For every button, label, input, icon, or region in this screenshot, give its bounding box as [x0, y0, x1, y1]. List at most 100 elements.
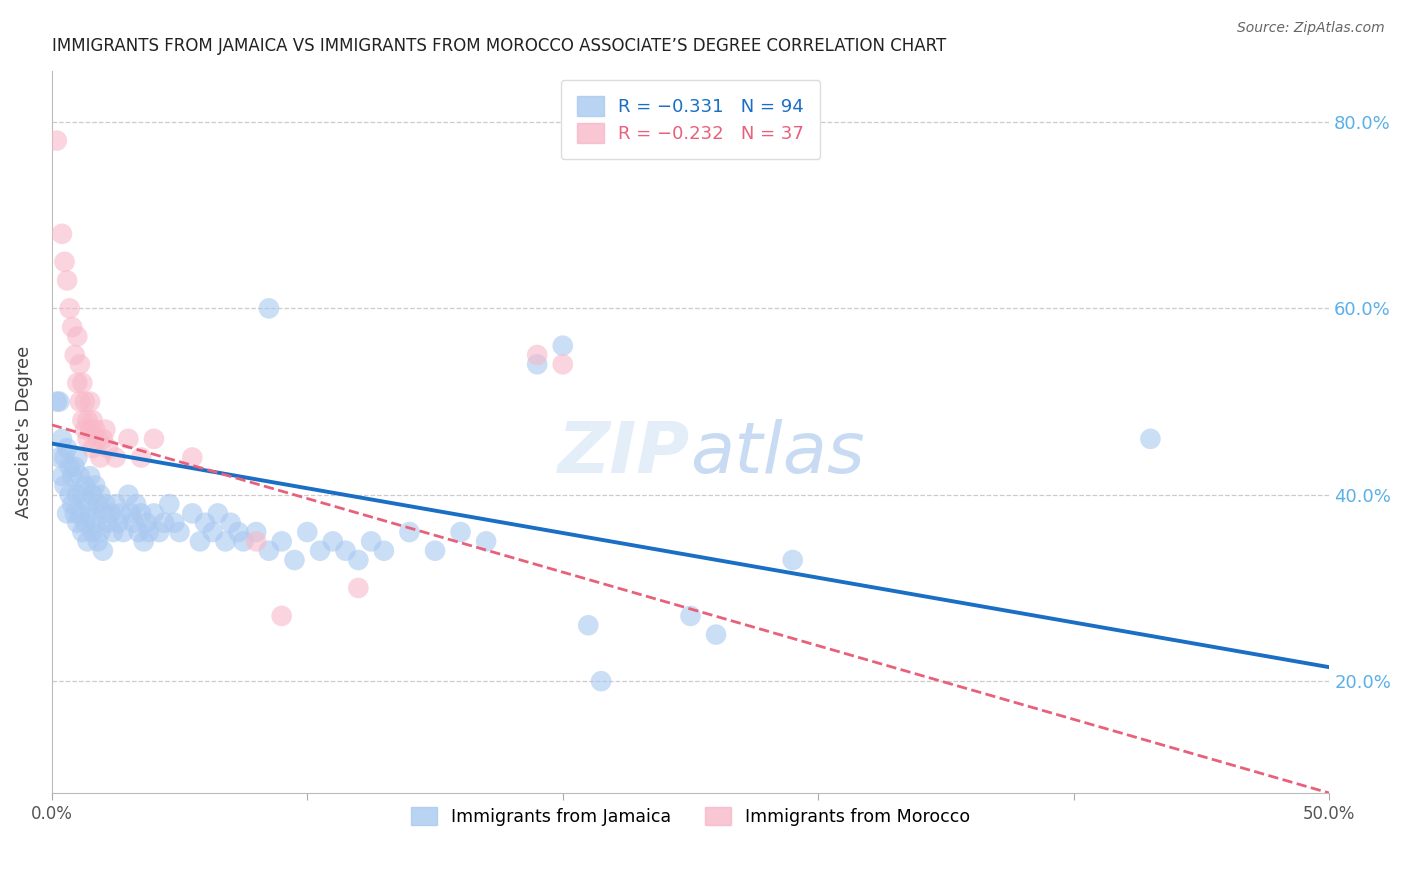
- Point: [53, 254, 76, 268]
- Point: [79, 423, 101, 437]
- Point: [82, 488, 104, 502]
- Point: [125, 497, 148, 511]
- Text: Source: ZipAtlas.com: Source: ZipAtlas.com: [1237, 21, 1385, 35]
- Point: [89, 450, 111, 465]
- Point: [194, 516, 217, 530]
- Point: [97, 441, 120, 455]
- Point: [129, 507, 152, 521]
- Point: [84, 516, 107, 530]
- Point: [76, 497, 98, 511]
- Point: [59, 301, 82, 316]
- Point: [104, 450, 127, 465]
- Point: [72, 524, 94, 539]
- Point: [270, 534, 292, 549]
- Point: [51, 432, 73, 446]
- Point: [94, 423, 117, 437]
- Point: [56, 441, 79, 455]
- Point: [66, 516, 89, 530]
- Text: ZIP: ZIP: [558, 419, 690, 488]
- Point: [66, 488, 89, 502]
- Point: [76, 534, 98, 549]
- Point: [51, 469, 73, 483]
- Point: [142, 432, 165, 446]
- Point: [704, 627, 727, 641]
- Point: [104, 497, 127, 511]
- Point: [245, 534, 267, 549]
- Point: [45, 394, 67, 409]
- Point: [79, 394, 101, 409]
- Point: [245, 524, 267, 539]
- Point: [82, 441, 104, 455]
- Point: [45, 134, 67, 148]
- Point: [257, 301, 280, 316]
- Point: [94, 497, 117, 511]
- Point: [576, 618, 599, 632]
- Y-axis label: Associate's Degree: Associate's Degree: [15, 346, 32, 518]
- Point: [181, 507, 204, 521]
- Point: [72, 376, 94, 390]
- Point: [91, 432, 114, 446]
- Point: [87, 497, 110, 511]
- Point: [91, 543, 114, 558]
- Point: [309, 543, 332, 558]
- Point: [60, 320, 83, 334]
- Point: [214, 534, 236, 549]
- Point: [51, 227, 73, 241]
- Point: [73, 394, 96, 409]
- Point: [398, 524, 420, 539]
- Point: [373, 543, 395, 558]
- Point: [551, 357, 574, 371]
- Point: [112, 524, 135, 539]
- Point: [297, 524, 319, 539]
- Point: [188, 534, 211, 549]
- Point: [100, 507, 122, 521]
- Point: [63, 459, 86, 474]
- Point: [201, 524, 224, 539]
- Point: [73, 516, 96, 530]
- Point: [79, 469, 101, 483]
- Point: [679, 609, 702, 624]
- Point: [56, 507, 79, 521]
- Point: [48, 394, 70, 409]
- Point: [72, 488, 94, 502]
- Point: [347, 581, 370, 595]
- Point: [226, 524, 249, 539]
- Point: [153, 516, 176, 530]
- Point: [322, 534, 344, 549]
- Point: [60, 469, 83, 483]
- Point: [87, 432, 110, 446]
- Point: [122, 516, 145, 530]
- Point: [60, 497, 83, 511]
- Text: IMMIGRANTS FROM JAMAICA VS IMMIGRANTS FROM MOROCCO ASSOCIATE’S DEGREE CORRELATIO: IMMIGRANTS FROM JAMAICA VS IMMIGRANTS FR…: [52, 37, 946, 55]
- Point: [219, 516, 242, 530]
- Point: [129, 450, 152, 465]
- Point: [73, 478, 96, 492]
- Point: [53, 478, 76, 492]
- Point: [163, 516, 186, 530]
- Point: [82, 524, 104, 539]
- Point: [128, 524, 150, 539]
- Point: [107, 516, 129, 530]
- Point: [63, 507, 86, 521]
- Point: [423, 543, 446, 558]
- Point: [69, 394, 91, 409]
- Point: [207, 507, 229, 521]
- Point: [89, 488, 111, 502]
- Point: [66, 329, 89, 343]
- Point: [157, 497, 180, 511]
- Point: [48, 450, 70, 465]
- Point: [59, 488, 82, 502]
- Point: [526, 348, 548, 362]
- Point: [101, 524, 124, 539]
- Point: [76, 432, 98, 446]
- Point: [97, 516, 120, 530]
- Point: [82, 413, 104, 427]
- Point: [56, 273, 79, 287]
- Point: [270, 609, 292, 624]
- Point: [181, 450, 204, 465]
- Point: [148, 524, 170, 539]
- Point: [66, 376, 89, 390]
- Point: [782, 553, 804, 567]
- Point: [132, 534, 155, 549]
- Point: [53, 450, 76, 465]
